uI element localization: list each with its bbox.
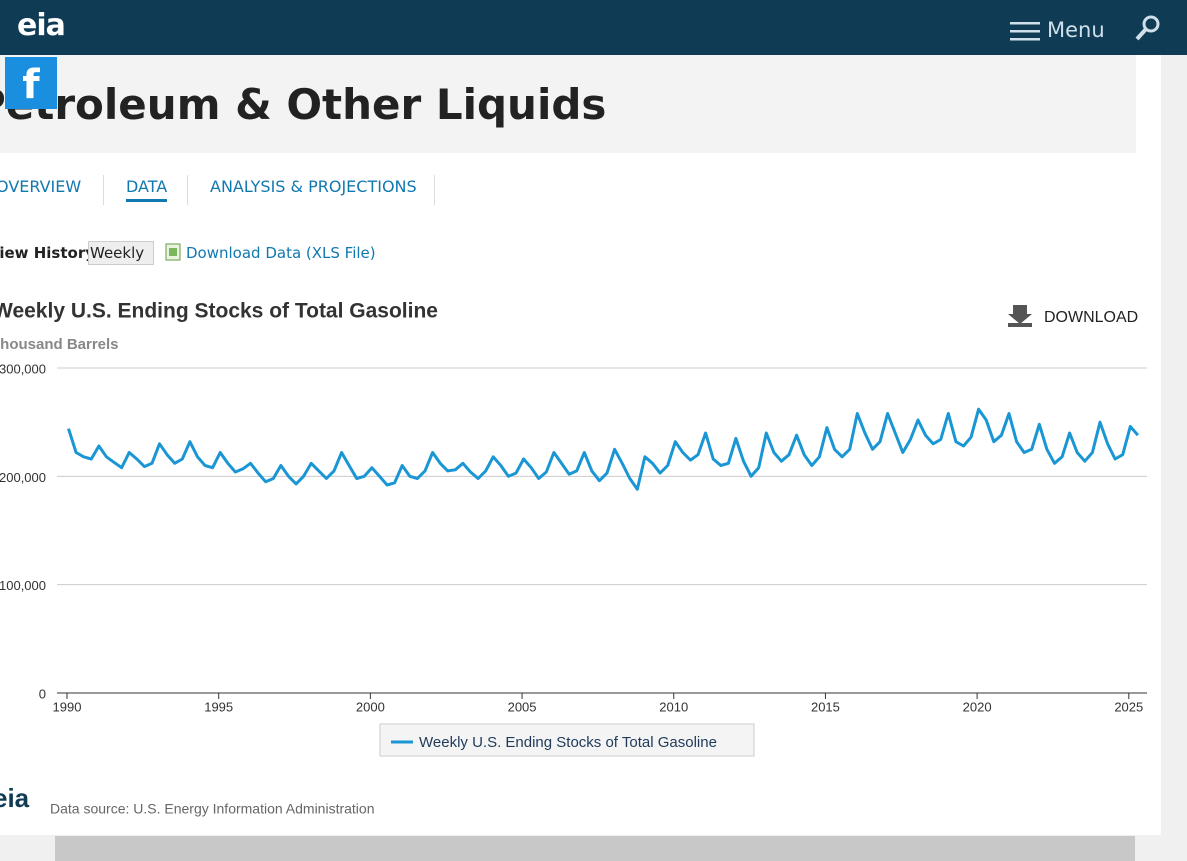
view-history-select[interactable]: Weekly <box>88 241 155 265</box>
x-tick-label: 2010 <box>659 699 688 714</box>
legend-label: Weekly U.S. Ending Stocks of Total Gasol… <box>419 734 717 751</box>
chart-subtitle: Thousand Barrels <box>0 336 119 353</box>
download-button[interactable]: DOWNLOAD <box>1008 305 1138 327</box>
scrollbar-thumb[interactable] <box>55 836 1135 861</box>
chart-title: Weekly U.S. Ending Stocks of Total Gasol… <box>0 300 438 323</box>
logo[interactable]: eia <box>17 8 66 43</box>
title-band <box>0 55 1136 153</box>
y-tick-label: 0 <box>39 686 46 701</box>
menu-icon[interactable] <box>1010 20 1040 42</box>
x-tick-label: 2015 <box>811 699 840 714</box>
download-label: DOWNLOAD <box>1044 309 1138 326</box>
footer: eia Data source: U.S. Energy Information… <box>0 783 374 817</box>
page-title: Petroleum & Other Liquids <box>0 80 607 129</box>
view-history-label: View History: <box>0 244 102 262</box>
x-tick-label: 2020 <box>963 699 992 714</box>
download-data-link[interactable]: Download Data (XLS File) <box>186 244 376 262</box>
y-tick-label: 100,000 <box>0 578 46 593</box>
tab-active[interactable]: DATA <box>126 177 168 202</box>
data-source: Data source: U.S. Energy Information Adm… <box>50 801 374 817</box>
x-tick-label: 2005 <box>508 699 537 714</box>
xls-icon <box>165 243 181 261</box>
tab-divider <box>434 175 435 205</box>
footer-logo: eia <box>0 783 30 813</box>
tab-divider <box>187 175 188 205</box>
tab[interactable]: ANALYSIS & PROJECTIONS <box>210 177 417 196</box>
x-tick-label: 1995 <box>204 699 233 714</box>
series-line <box>67 407 1140 491</box>
y-tick-label: 200,000 <box>0 470 46 485</box>
search-icon[interactable] <box>1134 14 1162 42</box>
menu-button[interactable]: Menu <box>1047 18 1105 42</box>
legend-box <box>379 723 755 757</box>
facebook-button[interactable]: f <box>5 57 57 109</box>
download-icon <box>1008 305 1032 327</box>
x-tick-label: 2000 <box>356 699 385 714</box>
scrollbar-vertical[interactable] <box>1161 55 1187 835</box>
chart: Weekly U.S. Ending Stocks of Total Gasol… <box>0 300 1147 817</box>
y-tick-label: 300,000 <box>0 361 46 376</box>
header-bar <box>0 0 1187 55</box>
x-tick-label: 2025 <box>1114 699 1143 714</box>
x-tick-label: 1990 <box>53 699 82 714</box>
tab-divider <box>103 175 104 205</box>
tab[interactable]: OVERVIEW <box>0 177 82 196</box>
